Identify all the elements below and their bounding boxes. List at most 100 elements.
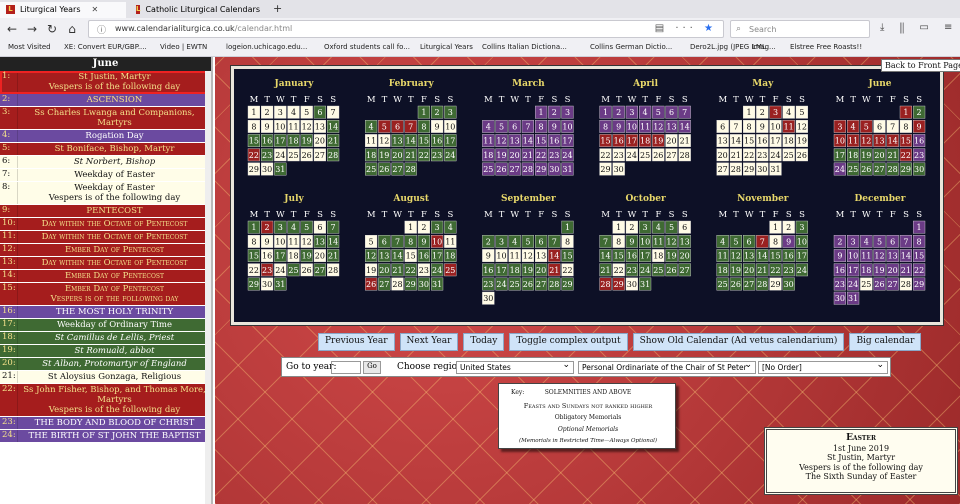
- calendar-day-cell[interactable]: [482, 148, 495, 162]
- calendar-day-cell[interactable]: [782, 234, 795, 248]
- calendar-day-cell[interactable]: [495, 263, 508, 277]
- calendar-day-cell[interactable]: [847, 249, 860, 262]
- calendar-day-number[interactable]: 14: [731, 137, 741, 146]
- sidebar-day-row[interactable]: 10: Day within the Octave of Pentecost: [0, 218, 211, 231]
- calendar-day-cell[interactable]: [847, 263, 860, 277]
- calendar-day-number[interactable]: 14: [901, 252, 911, 261]
- calendar-day-number[interactable]: 30: [419, 280, 429, 289]
- calendar-day-cell[interactable]: [833, 162, 847, 176]
- calendar-day-number[interactable]: 3: [565, 108, 570, 117]
- calendar-day-cell[interactable]: [482, 277, 495, 291]
- big-calendar-button[interactable]: Big calendar: [849, 333, 922, 351]
- calendar-day-cell[interactable]: [535, 263, 548, 277]
- calendar-day-number[interactable]: 11: [366, 137, 376, 146]
- sidebar-scrollbar[interactable]: [205, 71, 211, 504]
- calendar-day-number[interactable]: 2: [552, 108, 557, 117]
- calendar-day-cell[interactable]: [247, 277, 261, 291]
- calendar-day-cell[interactable]: [599, 249, 612, 262]
- calendar-day-cell[interactable]: [782, 120, 795, 133]
- calendar-day-number[interactable]: 15: [914, 252, 924, 261]
- calendar-day-cell[interactable]: [326, 148, 340, 162]
- calendar-day-cell[interactable]: [847, 291, 860, 305]
- calendar-day-number[interactable]: 19: [302, 137, 312, 146]
- calendar-day-cell[interactable]: [300, 249, 313, 262]
- calendar-day-number[interactable]: 9: [616, 122, 621, 131]
- calendar-day-number[interactable]: 25: [483, 165, 493, 174]
- calendar-day-number[interactable]: 19: [666, 252, 676, 261]
- calendar-day-number[interactable]: 27: [680, 266, 690, 275]
- calendar-day-number[interactable]: 16: [262, 137, 272, 146]
- calendar-day-number[interactable]: 28: [680, 151, 690, 160]
- calendar-day-cell[interactable]: [247, 220, 261, 234]
- calendar-day-cell[interactable]: [444, 220, 457, 234]
- calendar-day-number[interactable]: 1: [421, 108, 426, 117]
- previous-year-button[interactable]: Previous Year: [318, 333, 395, 351]
- calendar-day-number[interactable]: 3: [499, 237, 504, 246]
- calendar-day-number[interactable]: 24: [640, 266, 650, 275]
- calendar-day-number[interactable]: 20: [874, 151, 884, 160]
- calendar-day-cell[interactable]: [404, 120, 417, 133]
- calendar-day-cell[interactable]: [430, 249, 444, 262]
- calendar-day-number[interactable]: 2: [265, 223, 270, 232]
- calendar-day-number[interactable]: 8: [565, 237, 570, 246]
- calendar-day-number[interactable]: 2: [435, 108, 440, 117]
- calendar-day-number[interactable]: 25: [861, 280, 871, 289]
- calendar-day-cell[interactable]: [729, 234, 743, 248]
- calendar-day-cell[interactable]: [913, 148, 926, 162]
- calendar-day-cell[interactable]: [391, 148, 404, 162]
- calendar-day-number[interactable]: 14: [328, 122, 338, 131]
- calendar-day-number[interactable]: 19: [731, 266, 741, 275]
- calendar-day-cell[interactable]: [769, 148, 782, 162]
- calendar-day-cell[interactable]: [521, 249, 535, 262]
- calendar-day-cell[interactable]: [561, 234, 574, 248]
- calendar-day-number[interactable]: 30: [914, 165, 924, 174]
- calendar-day-number[interactable]: 10: [640, 237, 650, 246]
- calendar-day-number[interactable]: 27: [315, 266, 325, 275]
- calendar-day-number[interactable]: 5: [525, 237, 530, 246]
- calendar-day-number[interactable]: 29: [406, 280, 416, 289]
- sidebar-day-row[interactable]: 12: Ember Day of Pentecost: [0, 244, 211, 257]
- calendar-day-number[interactable]: 8: [539, 122, 544, 131]
- calendar-day-cell[interactable]: [678, 105, 691, 119]
- calendar-day-cell[interactable]: [548, 234, 561, 248]
- calendar-day-cell[interactable]: [886, 263, 899, 277]
- calendar-day-cell[interactable]: [756, 249, 769, 262]
- calendar-day-number[interactable]: 3: [851, 237, 856, 246]
- calendar-day-number[interactable]: 3: [643, 223, 648, 232]
- calendar-day-cell[interactable]: [743, 277, 756, 291]
- calendar-day-cell[interactable]: [599, 148, 612, 162]
- calendar-day-number[interactable]: 21: [328, 137, 338, 146]
- calendar-day-number[interactable]: 21: [731, 151, 741, 160]
- calendar-day-cell[interactable]: [716, 134, 729, 148]
- calendar-day-number[interactable]: 6: [890, 237, 895, 246]
- calendar-day-cell[interactable]: [495, 162, 508, 176]
- calendar-day-cell[interactable]: [716, 277, 729, 291]
- calendar-day-cell[interactable]: [378, 234, 391, 248]
- calendar-day-cell[interactable]: [561, 134, 574, 148]
- calendar-day-number[interactable]: 7: [603, 237, 608, 246]
- calendar-day-cell[interactable]: [665, 249, 678, 262]
- calendar-day-number[interactable]: 23: [614, 151, 624, 160]
- calendar-day-cell[interactable]: [261, 105, 274, 119]
- calendar-day-number[interactable]: 2: [760, 108, 765, 117]
- calendar-day-number[interactable]: 15: [614, 252, 624, 261]
- calendar-day-cell[interactable]: [599, 234, 612, 248]
- calendar-day-cell[interactable]: [743, 162, 756, 176]
- calendar-day-number[interactable]: 15: [249, 252, 259, 261]
- calendar-day-cell[interactable]: [873, 134, 886, 148]
- calendar-day-number[interactable]: 8: [773, 237, 778, 246]
- bookmark-item[interactable]: Dero2L.jpg (JPEG Imag...: [690, 43, 776, 51]
- calendar-day-cell[interactable]: [899, 249, 913, 262]
- calendar-day-number[interactable]: 29: [600, 165, 610, 174]
- toolbar-icons[interactable]: ⤓ ⫼ ▭ ≡: [880, 22, 959, 33]
- calendar-day-number[interactable]: 13: [680, 237, 690, 246]
- calendar-day-number[interactable]: 7: [733, 122, 738, 131]
- calendar-day-cell[interactable]: [652, 220, 665, 234]
- calendar-day-cell[interactable]: [833, 148, 847, 162]
- calendar-day-number[interactable]: 18: [718, 266, 728, 275]
- calendar-day-number[interactable]: 30: [784, 280, 794, 289]
- calendar-day-number[interactable]: 16: [262, 252, 272, 261]
- calendar-day-number[interactable]: 7: [890, 122, 895, 131]
- calendar-day-cell[interactable]: [364, 134, 378, 148]
- calendar-day-number[interactable]: 13: [536, 252, 546, 261]
